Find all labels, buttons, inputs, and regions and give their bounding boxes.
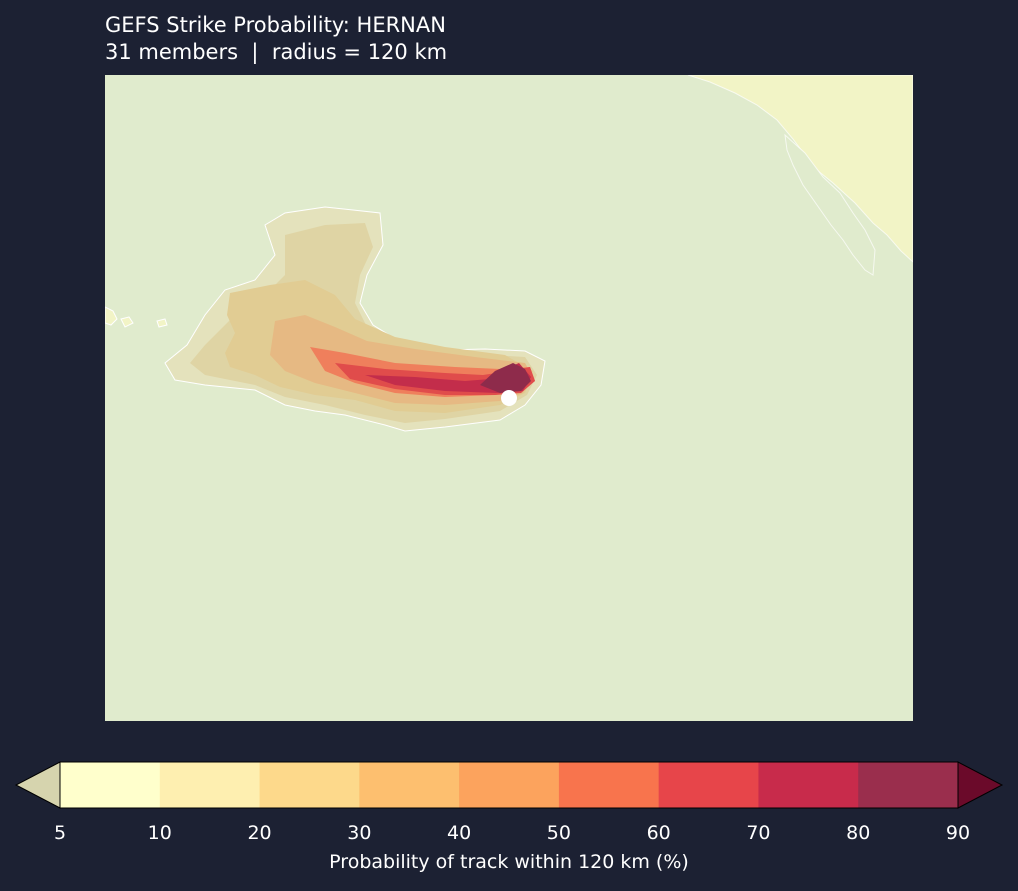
hawaii-islet [156, 318, 168, 328]
colorbar-tick-label: 80 [846, 822, 871, 844]
chart-subtitle: 31 members | radius = 120 km [105, 40, 448, 64]
gulf-of-california [784, 133, 876, 276]
hawaii-islet [120, 316, 134, 328]
colorbar-over-arrow [957, 761, 1004, 809]
map-canvas [105, 75, 913, 721]
storm-position-marker [501, 390, 517, 406]
map-panel [105, 75, 913, 721]
colorbar-tick-label: 20 [247, 822, 272, 844]
colorbar-outline [59, 761, 959, 809]
colorbar-segment [658, 762, 759, 808]
colorbar-segments [60, 762, 959, 808]
colorbar-tick-label: 5 [53, 822, 67, 844]
colorbar-segment [758, 762, 859, 808]
chart-title: GEFS Strike Probability: HERNAN [105, 13, 446, 37]
colorbar-segment [159, 762, 261, 808]
colorbar-tick-label: 60 [646, 822, 671, 844]
colorbar-tick-label: 40 [447, 822, 472, 844]
colorbar-label: Probability of track within 120 km (%) [329, 851, 689, 873]
colorbar [14, 761, 1004, 809]
colorbar-tick-label: 50 [546, 822, 571, 844]
colorbar-tick-label: 10 [147, 822, 172, 844]
colorbar-segment [858, 762, 959, 808]
colorbar-segment [359, 762, 460, 808]
colorbar-ticks: 5 10 20 30 40 50 60 70 80 90 [0, 822, 1018, 846]
colorbar-under-arrow [14, 761, 61, 809]
colorbar-segment [558, 762, 660, 808]
colorbar-segment [259, 762, 360, 808]
colorbar-tick-label: 90 [945, 822, 971, 844]
colorbar-tick-label: 30 [347, 822, 372, 844]
colorbar-segment [459, 762, 560, 808]
title-block: GEFS Strike Probability: HERNAN 31 membe… [105, 12, 447, 66]
hawaii-island [105, 306, 118, 326]
colorbar-tick-label: 70 [746, 822, 771, 844]
baja-california-land [687, 75, 913, 263]
contour-80pct [480, 363, 531, 393]
colorbar-segment [60, 762, 161, 808]
